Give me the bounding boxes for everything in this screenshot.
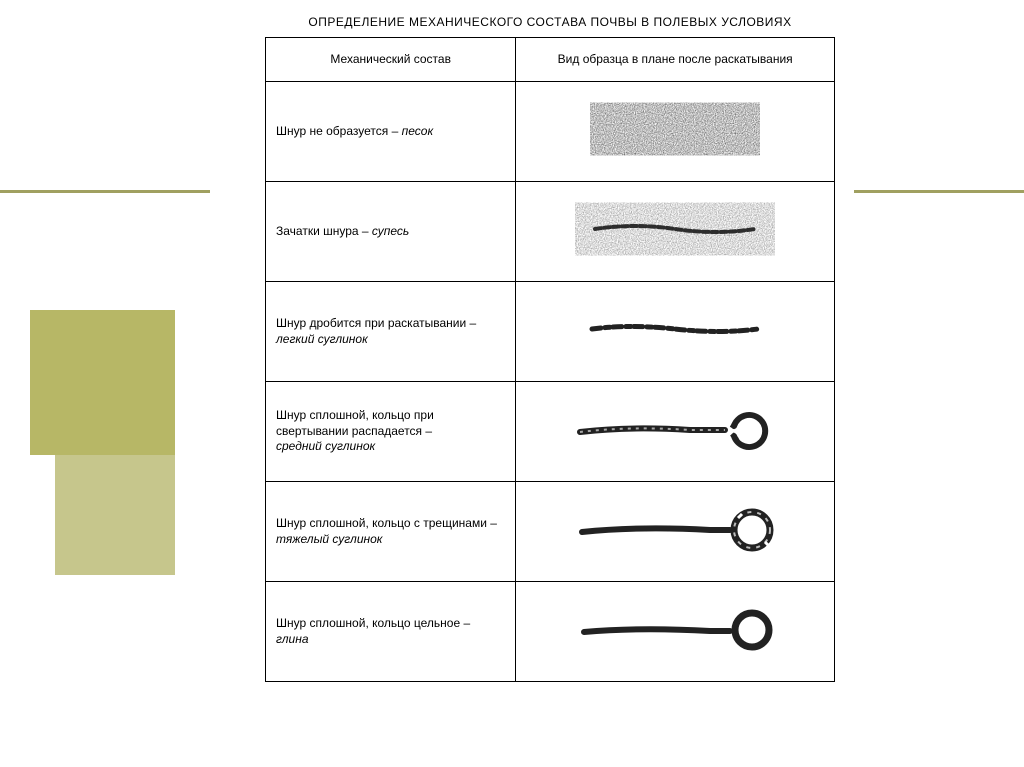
decorative-line-left xyxy=(0,190,210,193)
row-type: средний суглинок xyxy=(276,439,375,453)
composition-cell: Шнур сплошной, кольцо с трещинами – тяже… xyxy=(266,482,516,582)
row-type: супесь xyxy=(372,224,409,238)
header-mechanical-composition: Механический состав xyxy=(266,38,516,82)
sample-cell xyxy=(516,382,835,482)
medium-loam-sample-icon xyxy=(570,404,780,454)
header-sample-appearance: Вид образца в плане после раскатывания xyxy=(516,38,835,82)
row-label: Шнур сплошной, кольцо цельное – xyxy=(276,616,470,630)
table-row: Шнур сплошной, кольцо при свертывании ра… xyxy=(266,382,835,482)
heavy-loam-sample-icon xyxy=(570,502,780,557)
decorative-line-right xyxy=(854,190,1024,193)
row-type: легкий суглинок xyxy=(276,332,368,346)
table-row: Шнур дробится при раскатывании – легкий … xyxy=(266,282,835,382)
row-label: Шнур сплошной, кольцо при свертывании ра… xyxy=(276,408,434,438)
row-label: Шнур сплошной, кольцо с трещинами – xyxy=(276,516,497,530)
row-label: Зачатки шнура – xyxy=(276,224,369,238)
table-row: Шнур не образуется – песок xyxy=(266,82,835,182)
composition-cell: Шнур сплошной, кольцо цельное – глина xyxy=(266,582,516,682)
table-row: Шнур сплошной, кольцо с трещинами – тяже… xyxy=(266,482,835,582)
soil-composition-table: Механический состав Вид образца в плане … xyxy=(265,37,835,682)
main-content: ОПРЕДЕЛЕНИЕ МЕХАНИЧЕСКОГО СОСТАВА ПОЧВЫ … xyxy=(265,15,835,682)
row-type: тяжелый суглинок xyxy=(276,532,382,546)
table-title: ОПРЕДЕЛЕНИЕ МЕХАНИЧЕСКОГО СОСТАВА ПОЧВЫ … xyxy=(265,15,835,29)
table-header-row: Механический состав Вид образца в плане … xyxy=(266,38,835,82)
clay-sample-icon xyxy=(570,604,780,654)
sample-cell xyxy=(516,482,835,582)
composition-cell: Шнур не образуется – песок xyxy=(266,82,516,182)
table-row: Зачатки шнура – супесь xyxy=(266,182,835,282)
sand-sample-icon xyxy=(590,99,760,159)
composition-cell: Шнур сплошной, кольцо при свертывании ра… xyxy=(266,382,516,482)
row-type: песок xyxy=(402,124,433,138)
light-loam-sample-icon xyxy=(580,314,770,344)
decorative-block-1 xyxy=(30,310,175,455)
sample-cell xyxy=(516,182,835,282)
composition-cell: Зачатки шнура – супесь xyxy=(266,182,516,282)
sample-cell xyxy=(516,582,835,682)
decorative-block-2 xyxy=(55,455,175,575)
composition-cell: Шнур дробится при раскатывании – легкий … xyxy=(266,282,516,382)
sandy-loam-sample-icon xyxy=(575,199,775,259)
sample-cell xyxy=(516,82,835,182)
table-row: Шнур сплошной, кольцо цельное – глина xyxy=(266,582,835,682)
row-label: Шнур дробится при раскатывании – xyxy=(276,316,476,330)
row-type: глина xyxy=(276,632,309,646)
row-label: Шнур не образуется – xyxy=(276,124,398,138)
sample-cell xyxy=(516,282,835,382)
